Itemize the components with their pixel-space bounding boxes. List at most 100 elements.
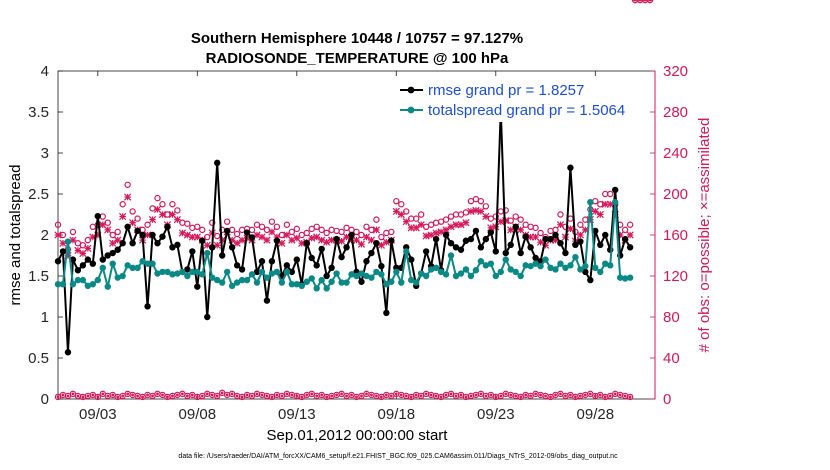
obs-bottom-assimilated-marker — [375, 394, 378, 398]
obs-bottom-assimilated-marker — [61, 393, 65, 397]
obs-bottom-assimilated-marker — [91, 393, 95, 397]
spread-point — [273, 268, 281, 276]
rmse-point — [184, 266, 191, 273]
rmse-line-segment — [91, 215, 99, 265]
obs-assimilated-marker — [626, 231, 634, 239]
y-left-tick-label: 2 — [41, 227, 49, 244]
obs-bottom-assimilated-marker — [275, 393, 279, 397]
spread-point — [79, 276, 87, 284]
rmse-point — [149, 231, 156, 239]
rmse-point — [104, 252, 111, 259]
x-tick-label: 09/23 — [477, 406, 515, 423]
obs-assimilated-marker — [124, 193, 132, 201]
obs-possible-marker — [293, 225, 300, 233]
obs-bottom-assimilated-marker — [569, 393, 572, 397]
obs-bottom-assimilated-marker — [549, 395, 552, 399]
spread-point — [612, 199, 619, 206]
spread-point — [174, 270, 181, 277]
x-tick-label: 09/08 — [179, 406, 217, 423]
obs-assimilated-marker — [84, 244, 92, 252]
spread-point — [194, 268, 201, 276]
x-axis-label: Sep.01,2012 00:00:00 start — [267, 427, 449, 444]
rmse-point — [552, 231, 559, 239]
rmse-point — [139, 231, 146, 239]
rmse-point — [238, 266, 246, 273]
obs-bottom-assimilated-marker — [81, 395, 85, 399]
spread-point — [547, 264, 554, 271]
spread-point — [527, 262, 534, 270]
rmse-line-segment — [350, 234, 358, 273]
spread-point — [238, 276, 246, 284]
obs-bottom-assimilated-marker — [180, 392, 184, 396]
rmse-point — [74, 267, 82, 274]
rmse-point — [214, 159, 221, 167]
obs-bottom-assimilated-marker — [285, 392, 289, 396]
obs-bottom-assimilated-marker — [384, 393, 388, 397]
rmse-point — [144, 303, 151, 310]
obs-bottom-assimilated-marker — [320, 393, 324, 397]
obs-assimilated-marker — [422, 232, 430, 240]
spread-point — [572, 253, 579, 261]
rmse-point — [472, 227, 480, 235]
rmse-line-segment — [196, 239, 204, 288]
obs-possible-marker — [626, 221, 634, 228]
obs-bottom-assimilated-marker — [449, 392, 453, 396]
obs-bottom-assimilated-marker — [345, 394, 348, 398]
rmse-line-segment — [375, 242, 383, 268]
y-right-tick-label: 0 — [663, 391, 671, 408]
rmse-point — [383, 309, 390, 317]
spread-point — [542, 256, 549, 263]
rmse-point — [134, 227, 141, 235]
spread-line-segment — [106, 262, 114, 288]
obs-bottom-possible-marker — [641, 0, 649, 4]
spread-line-segment — [445, 254, 453, 276]
rmse-point — [343, 244, 350, 251]
rmse-point — [612, 186, 619, 194]
obs-bottom-assimilated-marker — [106, 394, 110, 398]
rmse-point — [592, 227, 599, 235]
obs-bottom-assimilated-marker — [126, 392, 130, 396]
spread-point — [437, 268, 445, 276]
rmse-line-segment — [146, 234, 154, 308]
rmse-point — [169, 244, 176, 251]
obs-bottom-assimilated-marker — [325, 395, 329, 399]
obs-bottom-assimilated-marker — [379, 395, 383, 399]
obs-possible-marker — [417, 211, 425, 218]
obs-bottom-assimilated-marker — [519, 395, 523, 399]
rmse-point — [308, 254, 315, 262]
obs-bottom-assimilated-marker — [205, 392, 209, 396]
obs-bottom-assimilated-marker — [190, 393, 194, 397]
obs-possible-marker — [313, 223, 320, 230]
spread-point — [164, 268, 171, 276]
rmse-point — [512, 223, 519, 230]
obs-bottom-assimilated-marker — [136, 394, 140, 398]
obs-possible-marker — [462, 209, 470, 216]
spread-point — [482, 262, 490, 269]
rmse-point — [129, 240, 136, 247]
obs-bottom-assimilated-marker — [210, 393, 214, 397]
rmse-line-segment — [564, 166, 572, 255]
spread-point — [223, 268, 231, 276]
rmse-point — [268, 258, 276, 265]
obs-count-markers — [54, 0, 654, 401]
obs-possible-marker — [209, 219, 216, 226]
obs-assimilated-marker — [497, 218, 505, 226]
obs-bottom-assimilated-marker — [340, 392, 343, 396]
obs-bottom-assimilated-marker — [305, 393, 309, 397]
spread-point — [522, 262, 529, 269]
obs-assimilated-marker — [54, 231, 62, 239]
obs-possible-marker — [273, 223, 281, 230]
obs-bottom-assimilated-marker — [185, 394, 189, 398]
obs-bottom-assimilated-marker — [295, 394, 299, 398]
spread-point — [189, 268, 196, 276]
spread-point — [343, 279, 350, 286]
spread-point — [218, 279, 226, 286]
obs-possible-marker — [109, 231, 116, 239]
y-right-tick-label: 240 — [663, 145, 688, 162]
spread-point — [487, 260, 495, 267]
x-tick-label: 09/13 — [278, 406, 316, 423]
spread-line-segment — [584, 201, 592, 268]
obs-bottom-assimilated-marker — [628, 395, 632, 399]
rmse-point — [64, 349, 72, 356]
rmse-point — [114, 246, 121, 253]
